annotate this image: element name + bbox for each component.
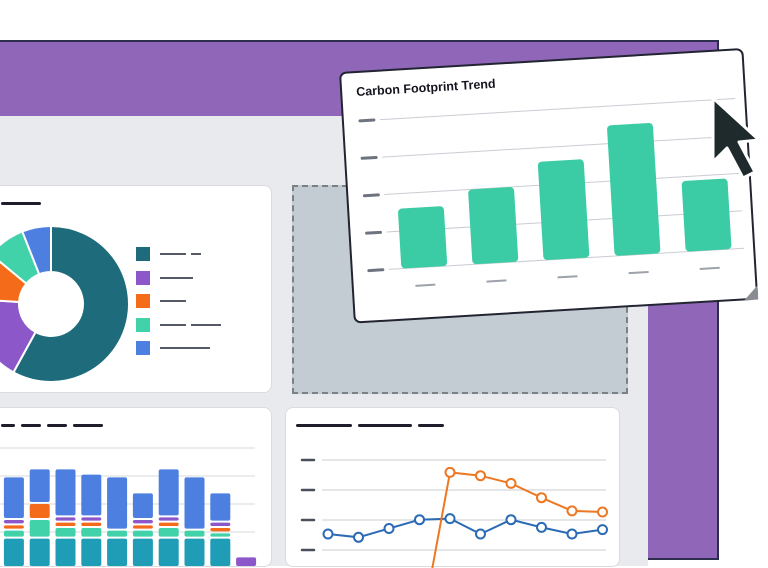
data-point — [475, 470, 486, 482]
x-tick-label — [628, 270, 649, 275]
data-point — [505, 477, 517, 489]
bar-segment — [55, 522, 76, 526]
bar-segment — [158, 522, 179, 526]
donut-chart — [0, 224, 130, 383]
y-tick-label — [365, 230, 383, 235]
bar-segment — [158, 469, 179, 516]
bar-segment — [3, 525, 24, 529]
bar-segment — [158, 528, 179, 537]
data-point — [475, 528, 486, 540]
bar-segment — [132, 530, 153, 537]
donut-slice — [20, 224, 52, 276]
bar-segment — [3, 520, 24, 524]
bar — [607, 122, 661, 256]
bar-segment — [210, 528, 231, 532]
bar-segment — [107, 477, 128, 529]
x-tick-label — [415, 283, 436, 287]
gridline — [382, 135, 738, 158]
bar — [468, 187, 519, 265]
data-point — [597, 524, 608, 536]
stacked-bar-chart-card[interactable] — [0, 407, 272, 567]
line-chart — [300, 458, 608, 568]
carbon-footprint-widget[interactable]: Carbon Footprint Trend — [339, 47, 759, 324]
gridline — [379, 98, 736, 121]
color-square-icon — [136, 318, 150, 332]
data-point — [353, 531, 364, 543]
data-point — [414, 514, 425, 526]
donut-chart-card[interactable] — [0, 185, 272, 393]
line-chart-card[interactable] — [285, 407, 620, 568]
color-square-icon — [136, 294, 150, 308]
bar-segment — [107, 530, 128, 537]
bar-segment — [184, 530, 205, 537]
bar — [681, 178, 732, 252]
series-line — [327, 517, 603, 539]
data-point — [444, 466, 456, 478]
stacked-bar-chart — [0, 447, 257, 566]
legend-item — [136, 318, 266, 332]
resize-corner-icon[interactable] — [743, 285, 759, 301]
bar-segment — [210, 522, 231, 526]
data-point — [322, 528, 334, 540]
donut-slice — [0, 260, 28, 304]
y-tick-label — [360, 155, 378, 160]
donut-slice — [0, 299, 37, 374]
bar-segment — [81, 517, 102, 521]
bar-segment — [132, 520, 153, 524]
bar — [398, 206, 448, 269]
carbon-bar-chart — [358, 98, 745, 287]
y-tick-label — [358, 118, 376, 123]
bar — [537, 159, 590, 260]
legend-item — [136, 271, 266, 285]
data-point — [566, 528, 578, 540]
bar-segment — [55, 517, 76, 521]
bar-segment — [132, 525, 153, 529]
bar-segment — [81, 528, 102, 537]
bar-segment — [55, 469, 76, 516]
data-point — [383, 523, 395, 534]
bar-segment — [55, 528, 76, 537]
x-tick-label — [557, 275, 578, 279]
y-tick-label — [367, 268, 385, 273]
bar-segment — [81, 522, 102, 526]
bar-segment — [236, 557, 257, 566]
legend-item — [136, 247, 266, 261]
color-square-icon — [136, 271, 150, 285]
data-point — [566, 505, 578, 517]
donut-slice — [12, 224, 130, 383]
data-point — [597, 506, 608, 518]
color-square-icon — [136, 341, 150, 355]
data-point — [536, 492, 547, 504]
bar-segment — [3, 530, 24, 537]
bar-segment — [3, 477, 24, 518]
bar-segment — [132, 493, 153, 518]
data-point — [505, 514, 517, 526]
bar-segment — [210, 533, 231, 537]
bar-segment — [158, 517, 179, 521]
y-tick-label — [362, 193, 380, 198]
bar-segment — [210, 493, 231, 521]
data-point — [536, 521, 547, 533]
gridline — [388, 247, 745, 270]
bar-segment — [29, 520, 50, 537]
bar-segment — [29, 469, 50, 502]
legend-item — [136, 294, 266, 308]
mouse-pointer-icon — [711, 96, 761, 180]
bar-segment — [184, 477, 205, 529]
data-point — [444, 513, 456, 525]
card-title-placeholder — [1, 202, 41, 205]
bar-segment — [81, 474, 102, 516]
x-tick-label — [486, 279, 507, 283]
x-tick-label — [699, 266, 720, 270]
bar-segment — [29, 504, 50, 518]
color-square-icon — [136, 247, 150, 261]
legend-item — [136, 341, 266, 355]
